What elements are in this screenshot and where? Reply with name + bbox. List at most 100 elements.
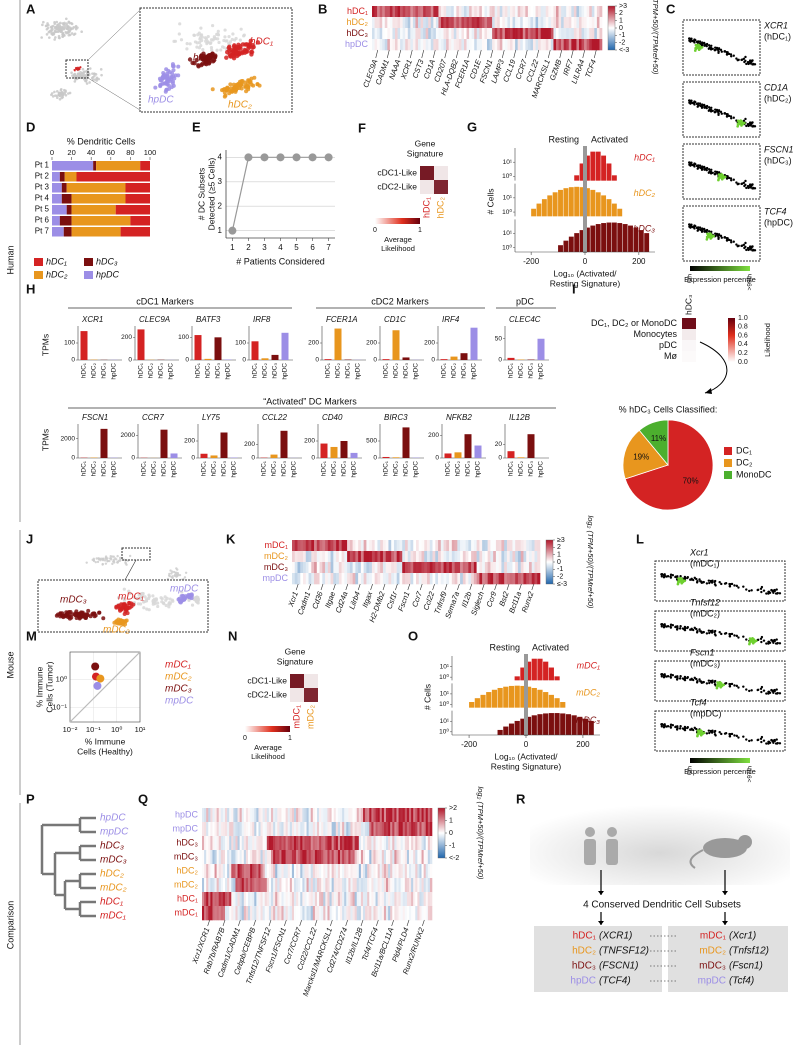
heatmap-cell xyxy=(227,850,230,865)
heatmap-cell xyxy=(556,39,559,51)
heatmap-cell xyxy=(594,17,598,29)
heatmap-cell xyxy=(425,822,429,837)
heatmap-cell xyxy=(346,892,349,907)
data-label: 19% xyxy=(633,452,649,461)
cell-dot xyxy=(674,725,677,729)
hist-bar xyxy=(571,715,577,735)
bar xyxy=(440,359,448,360)
bar xyxy=(454,452,462,458)
heatmap-cell xyxy=(374,28,378,40)
leader-line xyxy=(455,49,459,59)
heatmap-cell xyxy=(398,878,401,893)
cell-dot xyxy=(116,603,121,608)
heatmap-cell xyxy=(509,551,513,563)
heatmap-cell xyxy=(586,28,590,40)
heatmap-cell xyxy=(563,17,567,29)
heatmap-cell xyxy=(451,573,455,585)
cell-dot xyxy=(55,20,59,24)
heatmap-cell xyxy=(294,551,298,563)
heatmap-cell xyxy=(429,540,433,552)
cell-dot xyxy=(663,573,666,576)
heatmap-cell xyxy=(355,540,359,552)
tick-label: 10⁻¹ xyxy=(52,702,67,711)
panel-letter: L xyxy=(636,531,644,546)
tick-label: 0 xyxy=(498,357,502,364)
heatmap-cell xyxy=(423,878,427,893)
leader-line xyxy=(345,919,348,927)
heatmap-cell xyxy=(344,878,347,893)
heatmap-cell xyxy=(379,28,383,40)
leader-line xyxy=(547,49,551,59)
cell-dot xyxy=(738,122,741,126)
tick-label: 0 xyxy=(185,357,189,364)
heatmap-cell xyxy=(407,562,411,574)
heatmap-cell xyxy=(212,906,215,921)
cell-dot xyxy=(170,64,175,69)
heatmap-cell xyxy=(399,573,403,585)
cell-dot xyxy=(736,58,739,62)
cell-dot xyxy=(700,106,704,110)
bar-segment xyxy=(96,161,141,171)
colorbar-tick-label: <-2 xyxy=(449,855,459,862)
heatmap-cell xyxy=(344,836,347,851)
heatmap-cell xyxy=(291,892,295,907)
heatmap-cell xyxy=(501,540,505,552)
heatmap-cell xyxy=(525,39,529,51)
legend-label: hDC₂ xyxy=(46,269,68,279)
heatmap-cell xyxy=(367,808,370,823)
cell-dot xyxy=(718,731,721,734)
cell-dot xyxy=(678,580,681,583)
tick-label: 10¹ xyxy=(503,159,513,166)
tick-label: 5 xyxy=(294,243,299,252)
heatmap-cell xyxy=(481,28,485,40)
heatmap-cell xyxy=(448,17,452,29)
gene-label: BIRC3 xyxy=(384,413,408,422)
heatmap-cell xyxy=(321,808,324,823)
heatmap-cell xyxy=(325,906,328,921)
cell-dot xyxy=(756,738,759,742)
cell-dot xyxy=(84,73,88,77)
heatmap-cell xyxy=(308,878,312,893)
bar-segment xyxy=(59,172,65,182)
heatmap-cell xyxy=(314,850,318,865)
colorbar-tick-label: 1 xyxy=(557,552,561,559)
cell-dot xyxy=(194,57,199,63)
heatmap-cell xyxy=(377,836,381,851)
tick-label: 0 xyxy=(191,455,195,462)
cell-dot xyxy=(771,689,774,692)
tick-label: 10⁰ xyxy=(56,675,67,684)
hist-bar xyxy=(520,667,526,681)
tick-label: 500 xyxy=(366,438,377,445)
heatmap-cell xyxy=(325,836,328,851)
cell-dot xyxy=(207,56,212,61)
heatmap-cell xyxy=(369,562,373,574)
heatmap-cell xyxy=(341,551,345,563)
heatmap-cell xyxy=(300,878,303,893)
heatmap-cell xyxy=(413,562,417,574)
heatmap-cell xyxy=(395,17,398,29)
heatmap-cell xyxy=(423,17,426,29)
cell-dot xyxy=(67,33,71,37)
heatmap-cell xyxy=(377,551,381,563)
bar-segment xyxy=(66,205,72,215)
cell-dot xyxy=(662,676,666,679)
heatmap-cell xyxy=(337,850,341,865)
cell-dot xyxy=(109,555,112,558)
heatmap-cell xyxy=(204,822,207,837)
heatmap-cell xyxy=(248,906,251,921)
legend-swatch xyxy=(724,471,732,479)
heatmap-cell xyxy=(423,850,427,865)
col-label: mDC₁ xyxy=(291,705,301,729)
cell-dot xyxy=(138,602,143,606)
heatmap-cell xyxy=(204,808,207,823)
heatmap-cell xyxy=(468,540,472,552)
heatmap-cell xyxy=(482,562,486,574)
leader-line xyxy=(320,583,324,591)
cell-dot xyxy=(669,726,673,729)
heatmap-cell xyxy=(558,17,562,29)
heatmap-cell xyxy=(227,878,230,893)
tick-label: 10¹ xyxy=(503,195,513,202)
cell-dot xyxy=(705,582,709,585)
heatmap-cell xyxy=(227,836,230,851)
heatmap-cell xyxy=(584,28,587,40)
